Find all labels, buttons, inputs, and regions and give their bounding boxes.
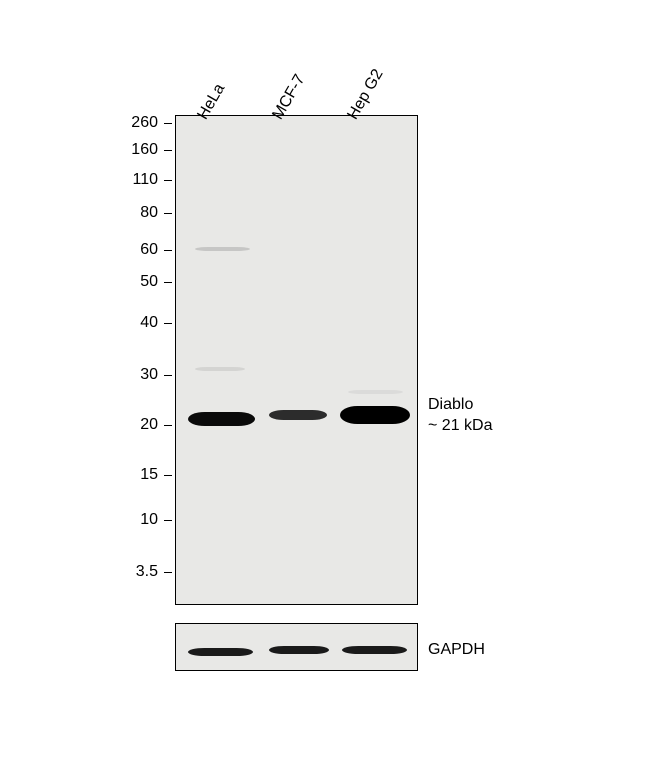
mw-tick <box>164 123 172 124</box>
mw-tick <box>164 213 172 214</box>
mw-tick <box>164 475 172 476</box>
target-protein-label: Diablo ~ 21 kDa <box>428 395 492 437</box>
mw-marker-label: 80 <box>110 204 158 222</box>
mw-tick <box>164 282 172 283</box>
mw-tick <box>164 180 172 181</box>
mw-tick <box>164 375 172 376</box>
gapdh-band <box>269 646 329 654</box>
mw-marker-label: 40 <box>110 314 158 332</box>
mw-marker-label: 160 <box>110 141 158 159</box>
main-blot-panel <box>175 115 418 605</box>
mw-marker-label: 60 <box>110 241 158 259</box>
mw-marker-label: 10 <box>110 511 158 529</box>
target-band <box>340 406 410 424</box>
target-band <box>188 412 255 426</box>
mw-tick <box>164 323 172 324</box>
loading-control-label: GAPDH <box>428 640 485 661</box>
mw-marker-label: 30 <box>110 366 158 384</box>
nonspecific-band <box>348 390 403 394</box>
gapdh-band <box>188 648 253 656</box>
target-size: ~ 21 kDa <box>428 417 492 434</box>
mw-marker-label: 50 <box>110 273 158 291</box>
mw-tick <box>164 572 172 573</box>
western-blot-figure: HeLaMCF-7Hep G2 260160110806050403020151… <box>60 50 600 720</box>
mw-tick <box>164 250 172 251</box>
mw-marker-label: 3.5 <box>110 563 158 581</box>
mw-marker-label: 260 <box>110 114 158 132</box>
target-band <box>269 410 327 420</box>
mw-marker-label: 20 <box>110 416 158 434</box>
target-name: Diablo <box>428 396 473 413</box>
nonspecific-band <box>195 367 245 371</box>
mw-marker-label: 15 <box>110 466 158 484</box>
mw-tick <box>164 150 172 151</box>
mw-tick <box>164 520 172 521</box>
mw-tick <box>164 425 172 426</box>
gapdh-band <box>342 646 407 654</box>
mw-marker-label: 110 <box>110 171 158 189</box>
nonspecific-band <box>195 247 250 251</box>
